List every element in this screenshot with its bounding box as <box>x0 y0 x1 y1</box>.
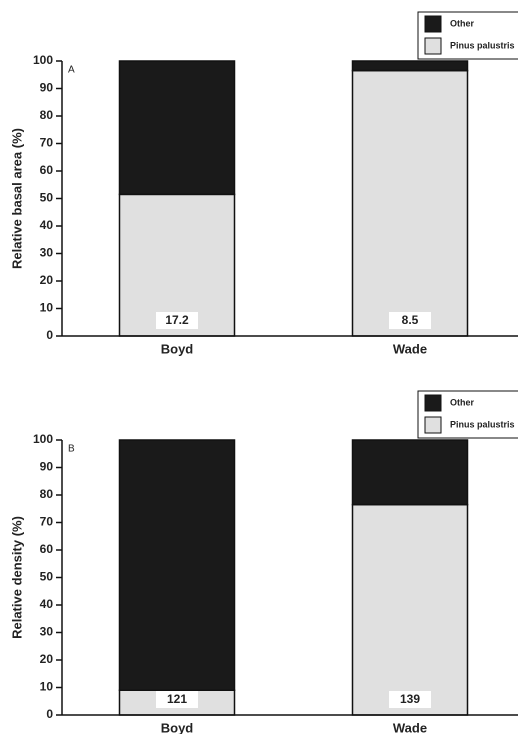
y-tick-label: 50 <box>40 191 54 205</box>
x-tick-label: Wade <box>393 341 427 356</box>
bar-label: 121 <box>167 692 187 706</box>
y-tick-label: 60 <box>40 163 54 177</box>
y-tick-label: 40 <box>40 597 54 611</box>
y-tick-label: 90 <box>40 460 54 474</box>
y-tick-label: 30 <box>40 625 54 639</box>
y-tick-label: 20 <box>40 652 54 666</box>
bar-label: 8.5 <box>402 313 419 327</box>
y-axis-label: Relative basal area (%) <box>9 128 24 269</box>
bar-label-box <box>156 312 198 329</box>
bar-segment <box>351 69 469 337</box>
bar-segment <box>118 439 236 691</box>
x-tick-label: Boyd <box>161 720 194 734</box>
legend-swatch <box>424 15 442 33</box>
bar-segment <box>351 60 469 72</box>
x-tick-label: Boyd <box>161 341 194 356</box>
y-tick-label: 10 <box>40 680 54 694</box>
bar-label-box <box>156 691 198 708</box>
bar-label-box <box>389 312 431 329</box>
y-tick-label: 0 <box>46 707 53 721</box>
y-tick-label: 80 <box>40 108 54 122</box>
y-tick-label: 50 <box>40 570 54 584</box>
bar-label-box <box>389 691 431 708</box>
y-tick-label: 20 <box>40 273 54 287</box>
legend-label: Other <box>450 18 475 28</box>
panel-label: A <box>68 65 75 76</box>
legend-label: Other <box>450 397 475 407</box>
y-tick-label: 30 <box>40 246 54 260</box>
bar-segment <box>118 60 236 196</box>
bar-segment <box>351 503 469 716</box>
y-tick-label: 0 <box>46 328 53 342</box>
legend-swatch <box>424 394 442 412</box>
bar-segment <box>351 439 469 506</box>
y-axis-label: Relative density (%) <box>9 516 24 639</box>
y-tick-label: 80 <box>40 487 54 501</box>
y-tick-label: 100 <box>33 53 53 67</box>
legend-swatch <box>424 416 442 434</box>
legend-label: Pinus palustris <box>450 40 515 50</box>
y-tick-label: 60 <box>40 542 54 556</box>
legend-swatch <box>424 37 442 55</box>
y-tick-label: 40 <box>40 218 54 232</box>
y-tick-label: 90 <box>40 81 54 95</box>
legend-label: Pinus palustris <box>450 419 515 429</box>
y-tick-label: 70 <box>40 515 54 529</box>
x-tick-label: Wade <box>393 720 427 734</box>
bar-label: 139 <box>400 692 420 706</box>
y-tick-label: 100 <box>33 432 53 446</box>
panel-label: B <box>68 444 75 455</box>
y-tick-label: 10 <box>40 301 54 315</box>
y-tick-label: 70 <box>40 136 54 150</box>
bar-label: 17.2 <box>165 313 189 327</box>
